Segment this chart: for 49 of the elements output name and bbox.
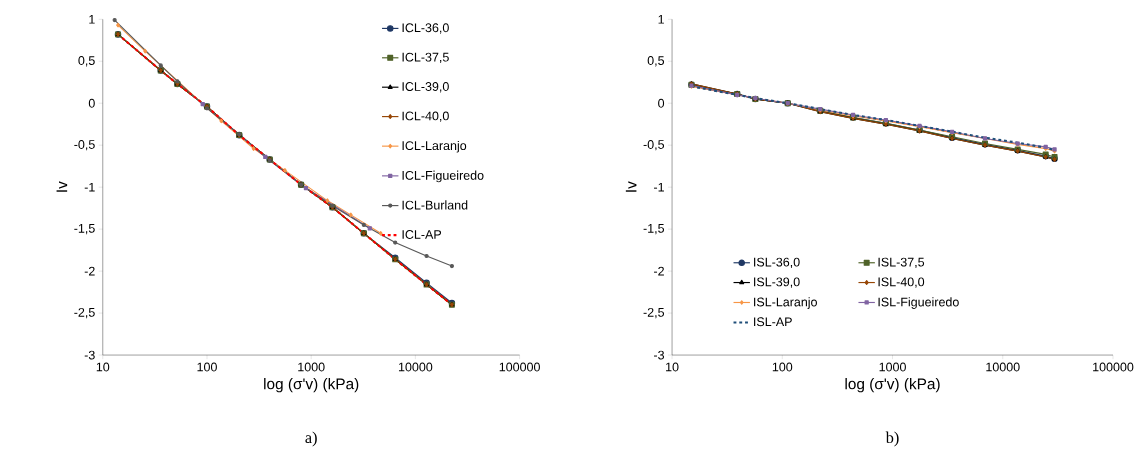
x-tick-label: 1000 [298, 362, 325, 372]
x-tick-label: 100 [197, 362, 217, 372]
legend-label: ISL-AP [754, 317, 792, 327]
legend-label: ISL-Laranjo [754, 297, 817, 310]
y-tick-label: -2,5 [74, 308, 95, 319]
y-tick-label: -2,5 [643, 308, 665, 319]
x-tick-label: 100 [772, 362, 793, 372]
y-tick-label: 1 [658, 15, 664, 24]
legend-label: ICL-Figueiredo [402, 170, 484, 183]
legend-label: ICL-AP [402, 230, 442, 240]
legend-label: ISL-40,0 [878, 277, 925, 288]
legend-label: ISL-Figueiredo [878, 297, 959, 310]
legend-label: ICL-Laranjo [402, 141, 467, 153]
x-tick-label: 10000 [986, 362, 1020, 372]
y-tick-label: -1,5 [74, 224, 95, 235]
x-tick-label: 10000 [398, 362, 433, 372]
y-tick-label: 0,5 [78, 56, 95, 67]
y-tick-label: 0,5 [647, 56, 665, 67]
y-tick-label: -1 [654, 183, 664, 192]
x-tick-label: 100000 [499, 362, 540, 372]
legend-label: ICL-36,0 [402, 23, 449, 34]
y-tick-label: 0 [658, 99, 665, 108]
text: b) [885, 431, 899, 447]
y-tick-label: 1 [89, 15, 95, 24]
y-tick-label: 0 [88, 99, 95, 108]
y-tick-label: -1,5 [643, 224, 665, 235]
legend-label: ICL-40,0 [402, 111, 449, 123]
legend-label: ICL-Burland [402, 200, 468, 210]
x-tick-label: 10 [666, 362, 679, 372]
legend-label: ICL-37,5 [402, 52, 449, 64]
legend-label: ICL-39,0 [402, 82, 449, 93]
legend-label: ISL-39,0 [754, 277, 800, 288]
y-tick-label: -1 [84, 183, 95, 192]
legend-label: ISL-36,0 [754, 257, 800, 269]
y-axis-title: Iv [625, 181, 637, 192]
y-tick-label: -3 [84, 350, 95, 360]
y-tick-label: -2 [654, 266, 664, 276]
x-tick-label: 10 [96, 362, 110, 372]
x-tick-label: 1000 [879, 362, 906, 372]
y-axis-title: Iv [56, 181, 68, 192]
y-tick-label: -0,5 [643, 140, 665, 151]
x-axis-title: log (σ'v) (kPa) [264, 378, 359, 393]
y-tick-label: -2 [84, 266, 95, 276]
y-tick-label: -0,5 [74, 140, 95, 151]
legend-label: ISL-37,5 [878, 257, 925, 269]
x-tick-label: 100000 [1093, 362, 1134, 372]
y-tick-label: -3 [654, 350, 665, 360]
x-axis-title: log (σ'v) (kPa) [845, 378, 940, 393]
text: a) [305, 431, 317, 447]
